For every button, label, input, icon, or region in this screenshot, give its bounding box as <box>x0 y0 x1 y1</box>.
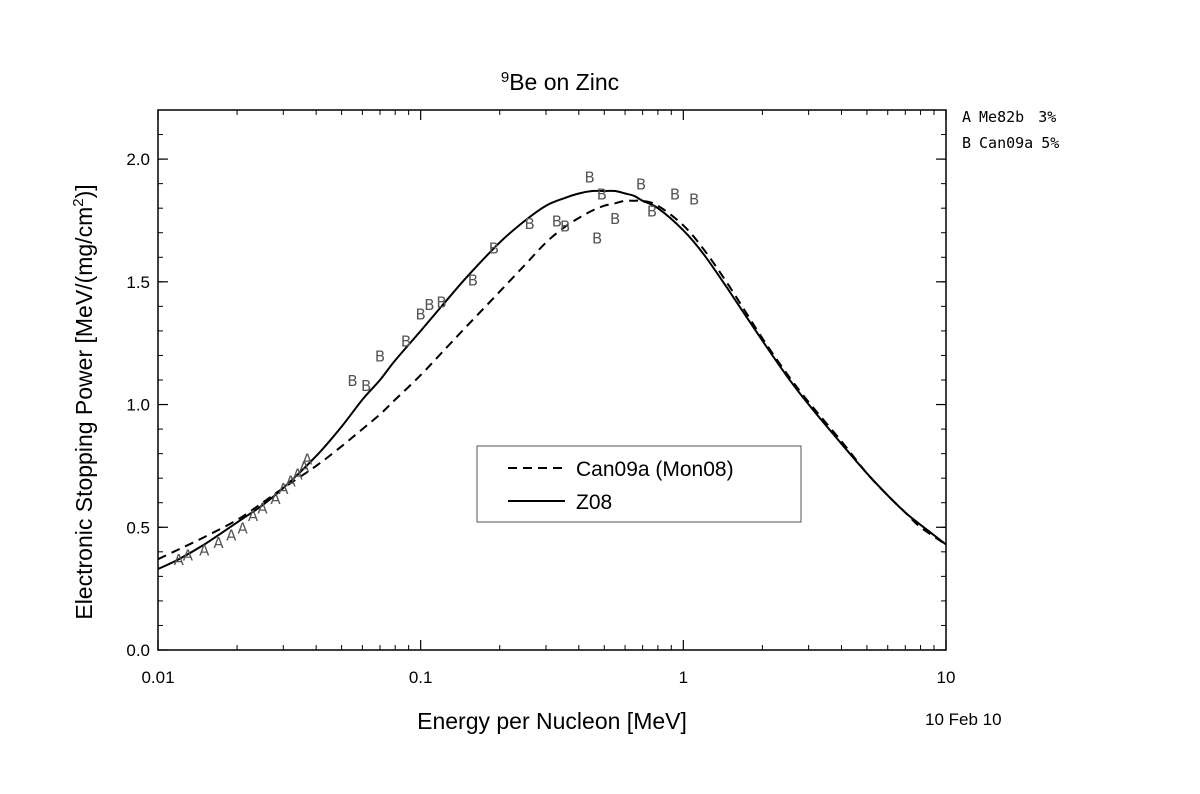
series-legend-box <box>476 445 802 523</box>
y-tick-label: 1.5 <box>126 273 150 292</box>
data-point-a: A <box>238 519 249 537</box>
y-axis-title-tail: )] <box>71 184 97 198</box>
data-point-b: B <box>489 239 499 257</box>
data-point-b: B <box>361 377 371 395</box>
data-point-b: B <box>525 215 535 233</box>
data-point-a: A <box>299 458 310 476</box>
y-tick-label: 0.0 <box>126 641 150 660</box>
y-axis-title-superscript: 2 <box>70 198 87 206</box>
x-tick-label: 10 <box>937 668 956 687</box>
data-point-b: B <box>375 347 385 365</box>
curves <box>157 189 947 570</box>
y-axis-title-main: Electronic Stopping Power [MeV/(mg/cm <box>71 207 97 620</box>
data-point-b: B <box>592 230 602 248</box>
data-point-a: A <box>257 500 268 518</box>
data-point-b: B <box>347 372 357 390</box>
x-tick-label: 0.01 <box>141 668 174 687</box>
dataset-legend-a: A Me82b 3% <box>962 108 1056 126</box>
data-point-b: B <box>585 168 595 186</box>
y-tick-label: 1.0 <box>126 396 150 415</box>
data-point-a: A <box>183 546 194 564</box>
y-tick-label: 0.5 <box>126 518 150 537</box>
data-point-b: B <box>689 190 699 208</box>
data-point-a: A <box>302 451 313 469</box>
data-point-a: A <box>292 465 303 483</box>
dataset-legend-b: B Can09a 5% <box>962 134 1059 152</box>
data-point-b: B <box>647 203 657 221</box>
data-point-b: B <box>401 333 411 351</box>
y-axis-title: Electronic Stopping Power [MeV/(mg/cm2)] <box>70 184 97 619</box>
data-point-b: B <box>610 210 620 228</box>
data-point-a: A <box>278 480 289 498</box>
series-line-can09a <box>157 199 947 561</box>
data-point-b: B <box>468 271 478 289</box>
series-line-z08 <box>157 189 947 570</box>
x-axis-title: Energy per Nucleon [MeV] <box>417 708 687 734</box>
data-point-b: B <box>424 296 434 314</box>
data-point-a: A <box>226 527 237 545</box>
series-legend: Can09a (Mon08) Z08 <box>476 445 802 523</box>
chart-title-superscript: 9 <box>501 69 509 86</box>
data-point-a: A <box>199 541 210 559</box>
data-point-b: B <box>552 212 562 230</box>
data-point-a: A <box>248 507 259 525</box>
dataset-legend: A Me82b 3% B Can09a 5% <box>962 108 1059 152</box>
data-point-b: B <box>636 176 646 194</box>
y-tick-label: 2.0 <box>126 150 150 169</box>
plot-frame <box>157 109 947 651</box>
data-point-a: A <box>286 473 297 491</box>
data-point-b: B <box>560 217 570 235</box>
series-legend-label-z08: Z08 <box>576 491 612 514</box>
data-point-b: B <box>416 306 426 324</box>
data-point-a: A <box>213 534 224 552</box>
x-tick-label: 1 <box>679 668 688 687</box>
data-point-b: B <box>436 293 446 311</box>
series-legend-label-can09a: Can09a (Mon08) <box>576 458 734 481</box>
data-point-a: A <box>270 490 281 508</box>
axes: 0.01 0.1 1 10 0.0 0.5 1.0 1.5 2.0 <box>126 109 956 687</box>
date-stamp: 10 Feb 10 <box>925 710 1002 729</box>
chart-title: 9Be on Zinc <box>501 69 619 95</box>
data-point-b: B <box>670 185 680 203</box>
x-tick-label: 0.1 <box>409 668 433 687</box>
data-point-b: B <box>597 185 607 203</box>
data-point-a: A <box>174 551 185 569</box>
chart-title-main: Be on Zinc <box>509 69 619 95</box>
